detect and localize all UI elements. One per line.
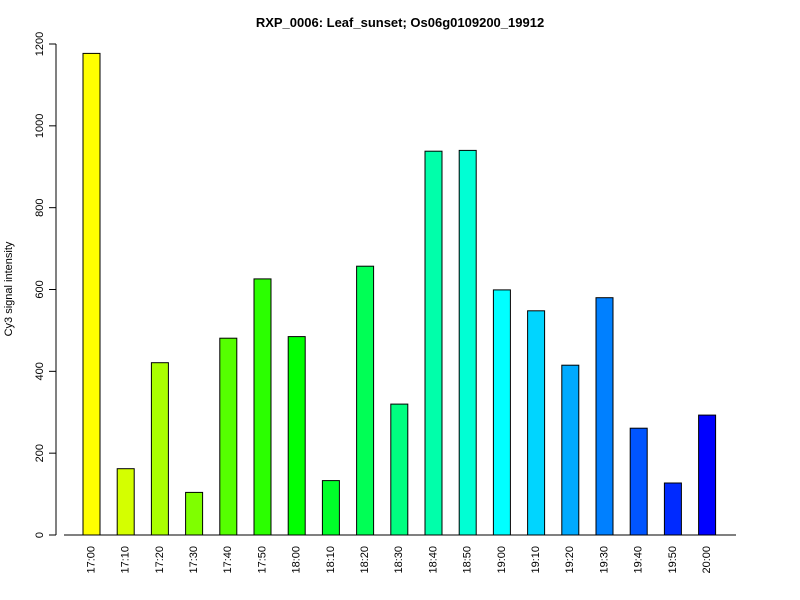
bar-1920: [561, 364, 580, 536]
bar-1950: [663, 482, 682, 536]
x-tick-label: 19:10: [530, 546, 542, 574]
bar-1750: [253, 278, 272, 536]
x-tick-label: 17:50: [256, 546, 268, 574]
bar-1720: [150, 362, 169, 536]
bar-1900: [492, 289, 511, 536]
bar-1710: [116, 468, 135, 536]
x-tick-label: 19:40: [633, 546, 645, 574]
y-tick-label: 1000: [34, 114, 46, 138]
bar-1830: [390, 403, 409, 536]
y-tick-label: 800: [34, 198, 46, 216]
bar-1740: [219, 337, 238, 536]
y-axis-label: Cy3 signal intensity: [3, 241, 15, 336]
x-tick-label: 18:10: [325, 546, 337, 574]
y-tick-label: 1200: [34, 32, 46, 56]
x-tick-label: 19:20: [564, 546, 576, 574]
x-axis: 17:00 17:10 17:20 17:30 17:40 17:50 18:00 18:10…: [64, 534, 736, 574]
bar-1910: [527, 310, 546, 536]
x-tick-label: 17:00: [85, 546, 97, 574]
bar-1820: [356, 265, 375, 536]
y-axis: 0 200 400 600 800 1000 1200: [34, 32, 57, 538]
x-tick-label: 18:50: [462, 546, 474, 574]
bar-1840: [424, 150, 443, 536]
x-tick-label: 17:30: [188, 546, 200, 574]
x-tick-label: 18:20: [359, 546, 371, 574]
x-tick-label: 19:30: [598, 546, 610, 574]
x-tick-label: 17:20: [154, 546, 166, 574]
bar-1700: [82, 52, 101, 536]
x-tick-label: 18:30: [393, 546, 405, 574]
y-tick-label: 200: [34, 444, 46, 462]
bar-1940: [629, 427, 648, 536]
y-tick-label: 0: [34, 532, 46, 538]
bar-1930: [595, 297, 614, 536]
y-tick-label: 600: [34, 280, 46, 298]
x-tick-label: 18:40: [427, 546, 439, 574]
x-tick-label: 19:50: [667, 546, 679, 574]
bar-2000: [698, 414, 717, 536]
x-tick-label: 19:00: [496, 546, 508, 574]
x-tick-label: 20:00: [701, 546, 713, 574]
bar-1850: [458, 149, 477, 536]
bar-1800: [287, 336, 306, 536]
x-tick-label: 17:10: [120, 546, 132, 574]
bars-group: [82, 52, 717, 536]
x-tick-label: 18:00: [291, 546, 303, 574]
x-tick-label: 17:40: [222, 546, 234, 574]
chart-title: RXP_0006: Leaf_sunset; Os06g0109200_1991…: [256, 15, 544, 30]
bar-1730: [185, 491, 204, 536]
bar-1810: [321, 480, 340, 536]
y-tick-label: 400: [34, 362, 46, 380]
